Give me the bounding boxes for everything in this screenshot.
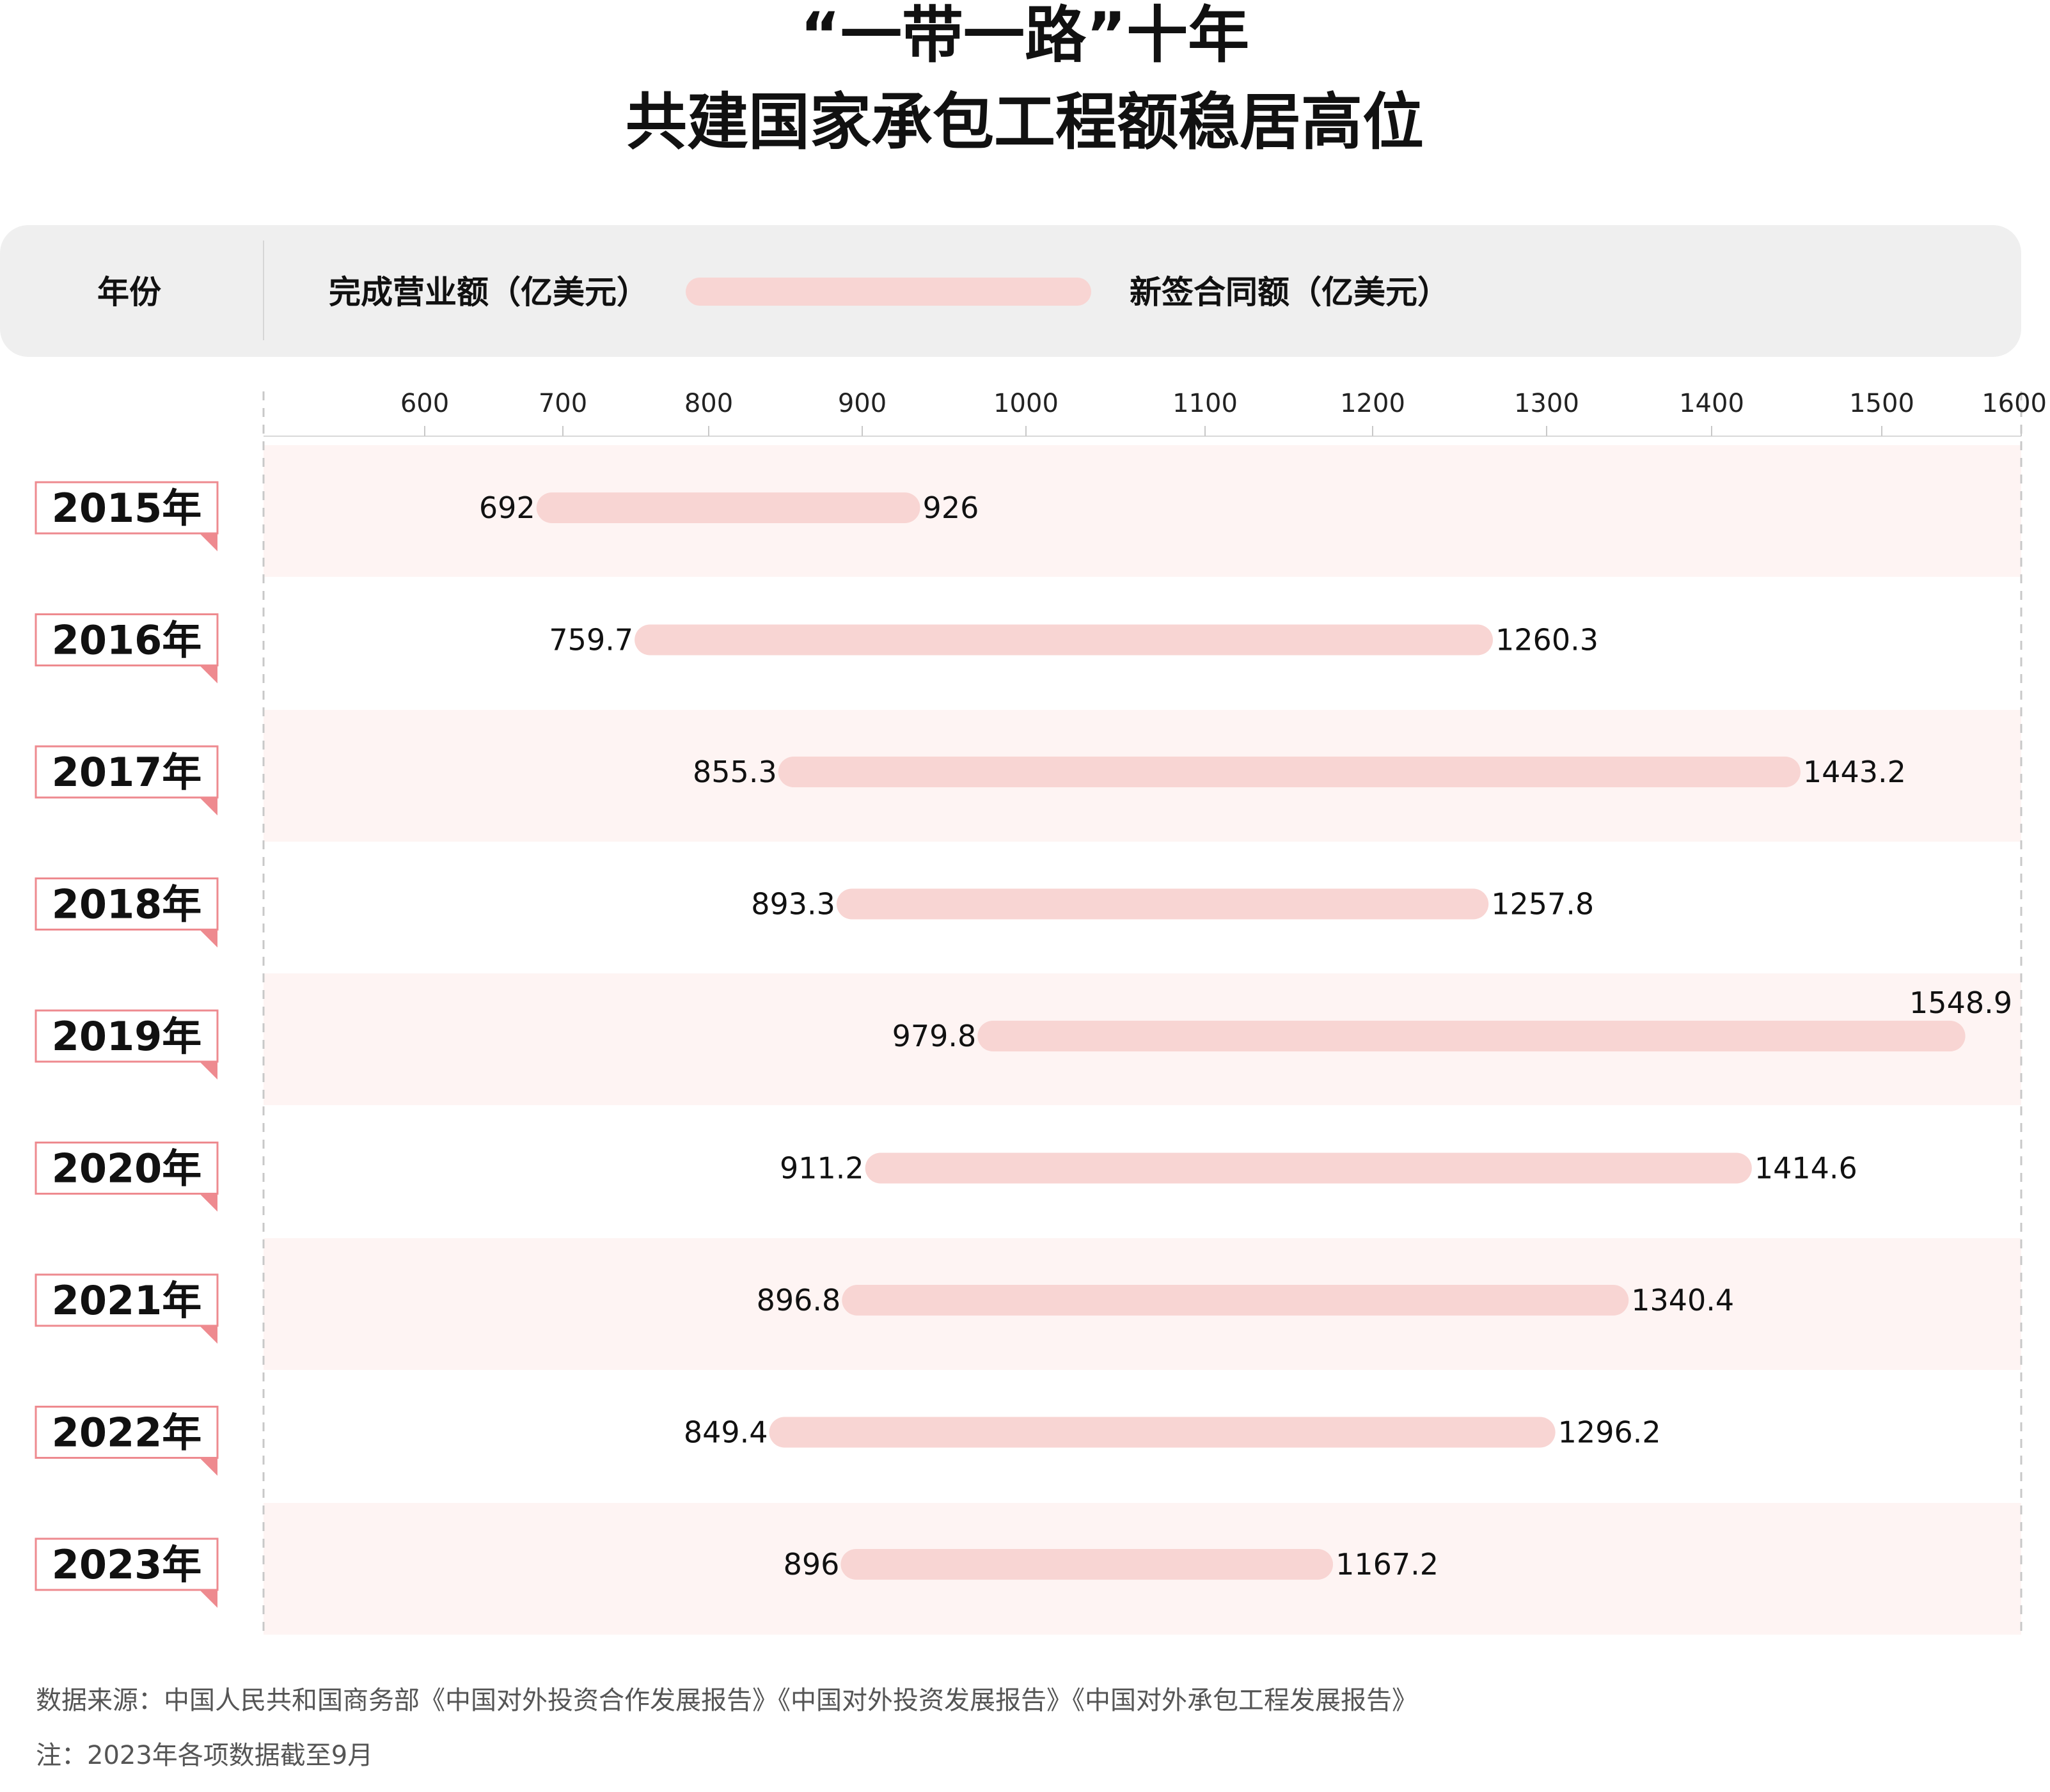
x-tick-label: 1600 <box>1982 389 2047 418</box>
end-value-label: 1167.2 <box>1336 1547 1439 1582</box>
year-tag-box <box>35 745 219 799</box>
start-value-label: 896.8 <box>757 1283 841 1317</box>
year-tag-box <box>35 1009 219 1063</box>
year-label: 2015年 <box>52 485 202 531</box>
year-tag: 2019年 <box>35 1009 219 1080</box>
start-value-label: 893.3 <box>751 887 835 922</box>
year-tag-box <box>35 1406 219 1459</box>
year-label: 2018年 <box>52 881 202 928</box>
year-tag: 2020年 <box>35 1142 219 1212</box>
year-tag-box <box>35 481 219 535</box>
year-label: 2023年 <box>52 1541 202 1588</box>
end-value-label: 1257.8 <box>1491 887 1594 922</box>
year-tag-fold <box>200 665 217 684</box>
year-tag-fold <box>200 1326 217 1344</box>
end-value-label: 1340.4 <box>1631 1283 1734 1317</box>
end-value-label: 1443.2 <box>1803 755 1906 789</box>
year-tag: 2015年 <box>35 481 219 551</box>
end-value-label: 1296.2 <box>1558 1415 1661 1450</box>
x-tick-label: 1000 <box>993 389 1059 418</box>
end-value-label: 1260.3 <box>1495 623 1598 657</box>
x-axis-ticks: 600 700 800 900 1000 1100 1200 1300 1400 1500 1600 <box>400 389 2047 436</box>
year-tag-box <box>35 1142 219 1195</box>
year-tag-fold <box>200 1590 217 1608</box>
year-label: 2017年 <box>52 749 202 796</box>
year-tag-fold <box>200 1062 217 1080</box>
year-tag-box <box>35 1273 219 1327</box>
year-tag: 2017年 <box>35 745 219 815</box>
legend-year-label: 年份 <box>97 274 161 311</box>
year-tag-box <box>35 1537 219 1591</box>
end-value-label: 1548.9 <box>1909 986 2012 1020</box>
year-tag: 2016年 <box>35 613 219 684</box>
year-label: 2021年 <box>52 1277 202 1324</box>
x-tick-label: 1100 <box>1172 389 1238 418</box>
x-tick-label: 1400 <box>1679 389 1744 418</box>
note-text: 注：2023年各项数据截至9月 <box>36 1741 373 1770</box>
x-tick-label: 800 <box>684 389 733 418</box>
end-value-label: 1414.6 <box>1754 1151 1857 1186</box>
chart-title-line1: “一带一路”十年 <box>800 0 1249 71</box>
x-tick-label: 600 <box>400 389 449 418</box>
x-tick-label: 700 <box>539 389 587 418</box>
x-tick-label: 1200 <box>1340 389 1405 418</box>
start-value-label: 759.7 <box>549 623 633 657</box>
x-tick-label: 900 <box>838 389 887 418</box>
year-tag-fold <box>200 1458 217 1476</box>
legend-right-label: 新签合同额（亿美元） <box>1130 274 1449 311</box>
chart-title-line2: 共建国家承包工程额稳居高位 <box>626 86 1424 158</box>
x-tick-label: 1300 <box>1514 389 1579 418</box>
source-text: 数据来源：中国人民共和国商务部《中国对外投资合作发展报告》《中国对外投资发展报告… <box>36 1686 1417 1715</box>
start-value-label: 896 <box>784 1547 840 1582</box>
year-tag-box <box>35 613 219 666</box>
year-tag: 2022年 <box>35 1406 219 1476</box>
start-value-label: 855.3 <box>693 755 777 789</box>
legend: 年份 完成营业额（亿美元） 新签合同额（亿美元） <box>0 225 2021 357</box>
year-tag: 2023年 <box>35 1537 219 1608</box>
x-tick-label: 1500 <box>1849 389 1914 418</box>
year-tag-fold <box>200 929 217 948</box>
year-label: 2022年 <box>52 1410 202 1456</box>
year-label: 2019年 <box>52 1013 202 1060</box>
start-value-label: 911.2 <box>780 1151 864 1186</box>
year-tags: 2015年 2016年 2017年 2018年 2019年 2020年 2021年 2022年… <box>35 481 219 1608</box>
dumbbell-bars: 692 926 759.7 1260.3 855.3 1443.2 893.3 1257.8 9… <box>479 491 2012 1582</box>
start-value-label: 692 <box>479 491 535 525</box>
year-tag: 2021年 <box>35 1273 219 1344</box>
end-value-label: 926 <box>923 491 979 525</box>
year-label: 2016年 <box>52 617 202 664</box>
year-tag-fold <box>200 798 217 815</box>
year-tag-fold <box>200 533 217 551</box>
year-tag-box <box>35 877 219 931</box>
year-tag-fold <box>200 1193 217 1212</box>
start-value-label: 849.4 <box>684 1415 768 1450</box>
year-tag: 2018年 <box>35 877 219 948</box>
start-value-label: 979.8 <box>892 1019 977 1053</box>
year-label: 2020年 <box>52 1145 202 1192</box>
legend-left-label: 完成营业额（亿美元） <box>329 274 649 311</box>
